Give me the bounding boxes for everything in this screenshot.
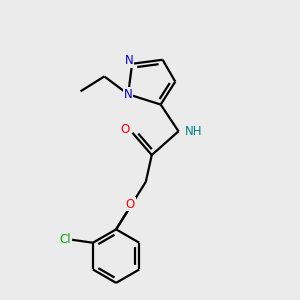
Text: Cl: Cl: [59, 233, 70, 246]
Text: NH: NH: [184, 125, 202, 138]
Text: O: O: [120, 123, 130, 136]
Text: O: O: [126, 198, 135, 211]
Text: N: N: [124, 88, 133, 101]
Text: N: N: [125, 54, 134, 67]
